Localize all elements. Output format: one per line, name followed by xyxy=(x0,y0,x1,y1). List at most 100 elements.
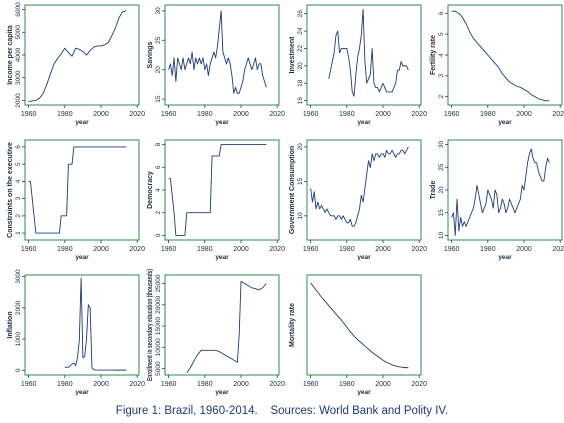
x-tick-label: 2020 xyxy=(269,111,285,118)
panel-5: 1960 1980 2000 2020 1 2 3 4 5 6 year Constraints on… xyxy=(7,139,145,261)
plot-frame xyxy=(24,139,140,241)
y-tick-label: 4 xyxy=(438,53,445,57)
panel-9: 1960 1980 2000 2020 0 1000 2000 3000 year Inflati… xyxy=(7,269,145,396)
y-tick-label: 20 xyxy=(297,62,304,70)
x-tick-label: 2000 xyxy=(93,381,109,388)
y-tick-label: 25000 xyxy=(155,274,162,292)
y-tick-label: 26 xyxy=(297,10,304,18)
y-tick-label: 20 xyxy=(297,143,304,151)
x-tick-label: 2020 xyxy=(269,381,285,388)
series-line xyxy=(328,8,409,97)
x-axis-label: year xyxy=(215,119,229,126)
y-tick-label: 5 xyxy=(438,32,445,36)
y-tick-label: 6 xyxy=(155,165,162,169)
panel-1: 1960 1980 2000 2020 2000 3000 4000 5000 6000 year… xyxy=(7,2,145,126)
y-tick-label: 2000 xyxy=(15,93,22,108)
y-tick-label: 6000 xyxy=(15,2,22,17)
y-tick-label: 6 xyxy=(438,11,445,15)
y-tick-label: 5 xyxy=(15,162,22,166)
y-tick-label: 10000 xyxy=(155,338,162,356)
y-tick-label: 15 xyxy=(155,95,162,103)
x-tick-label: 1960 xyxy=(161,111,177,118)
y-axis-label: Fertility rate xyxy=(430,35,437,75)
series-line xyxy=(310,282,409,369)
y-tick-label: 18 xyxy=(297,79,304,87)
x-tick-label: 2020 xyxy=(129,111,145,118)
x-tick-label: 1960 xyxy=(21,111,37,118)
x-axis-label: year xyxy=(75,119,89,126)
series-line xyxy=(186,280,267,374)
panel-10: 1960 1980 2000 2020 5000 10000 15000 20000 25000… xyxy=(147,269,285,396)
x-tick-label: 2000 xyxy=(233,381,249,388)
y-tick-label: 2 xyxy=(15,214,22,218)
y-tick-label: 3000 xyxy=(15,70,22,85)
panel-7: 1960 1980 2000 2020 10 15 20 year Government Con… xyxy=(289,139,427,261)
x-tick-label: 1960 xyxy=(303,111,319,118)
x-tick-label: 1960 xyxy=(303,381,319,388)
y-tick-label: 20 xyxy=(155,66,162,74)
y-axis-label: Enrollment in secondary education (thous… xyxy=(147,269,154,381)
x-tick-label: 1980 xyxy=(197,246,213,253)
panel-4: 1960 1980 2000 2020 2 3 4 5 6 year Fertility rate xyxy=(430,4,564,126)
y-tick-label: 10 xyxy=(438,231,445,239)
x-tick-label: 1980 xyxy=(339,381,355,388)
x-tick-label: 2000 xyxy=(375,246,391,253)
y-tick-label: 20000 xyxy=(155,295,162,313)
x-tick-label: 2020 xyxy=(411,111,427,118)
x-tick-label: 2020 xyxy=(129,246,145,253)
x-tick-label: 2000 xyxy=(233,111,249,118)
y-axis-label: Mortality rate xyxy=(289,303,296,347)
series-line xyxy=(64,277,127,371)
plot-frame xyxy=(306,139,422,241)
x-tick-label: 2000 xyxy=(233,246,249,253)
y-tick-label: 25 xyxy=(155,36,162,44)
y-tick-label: 0 xyxy=(155,233,162,237)
plot-frame xyxy=(306,4,422,106)
x-tick-label: 1960 xyxy=(303,246,319,253)
x-tick-label: 2000 xyxy=(516,246,532,253)
x-tick-label: 1980 xyxy=(57,111,73,118)
x-tick-label: 1960 xyxy=(21,381,37,388)
x-tick-label: 1980 xyxy=(480,111,496,118)
x-axis-label: year xyxy=(215,389,229,396)
x-tick-label: 1980 xyxy=(57,381,73,388)
plot-frame xyxy=(164,139,280,241)
series-line xyxy=(168,144,267,236)
y-tick-label: 5000 xyxy=(155,361,162,376)
y-tick-label: 3000 xyxy=(15,269,22,284)
y-tick-label: 2 xyxy=(438,94,445,98)
x-axis-label: year xyxy=(498,254,512,261)
x-tick-label: 1980 xyxy=(57,246,73,253)
panel-11: 1960 1980 2000 2020 year Mortality rate xyxy=(289,274,427,396)
x-tick-label: 2020 xyxy=(411,381,427,388)
x-tick-label: 2000 xyxy=(375,111,391,118)
x-axis-label: year xyxy=(357,119,371,126)
x-axis-label: year xyxy=(498,119,512,126)
y-axis-label: Constraints on the executive xyxy=(7,142,14,238)
plot-frame xyxy=(306,274,422,376)
y-axis-label: Democracy xyxy=(147,171,154,209)
y-tick-label: 0 xyxy=(15,368,22,372)
x-axis-label: year xyxy=(215,254,229,261)
series-line xyxy=(28,10,127,103)
x-tick-label: 1980 xyxy=(197,111,213,118)
y-tick-label: 5000 xyxy=(15,25,22,40)
figure-caption: Figure 1: Brazil, 1960-2014. Sources: Wo… xyxy=(115,405,449,417)
y-tick-label: 25 xyxy=(438,163,445,171)
x-axis-label: year xyxy=(75,389,89,396)
plot-frame xyxy=(164,4,280,106)
y-tick-label: 20 xyxy=(438,186,445,194)
y-axis-label: Investment xyxy=(289,36,296,74)
x-axis-label: year xyxy=(75,254,89,261)
x-tick-label: 2000 xyxy=(516,111,532,118)
x-tick-label: 2020 xyxy=(269,246,285,253)
y-tick-label: 1000 xyxy=(15,331,22,346)
series-line xyxy=(310,146,409,227)
x-tick-label: 2020 xyxy=(552,111,564,118)
y-tick-label: 22 xyxy=(297,44,304,52)
y-tick-label: 3 xyxy=(15,196,22,200)
y-tick-label: 2 xyxy=(155,211,162,215)
y-axis-label: Government Consumption xyxy=(289,146,296,234)
x-tick-label: 1960 xyxy=(444,111,460,118)
